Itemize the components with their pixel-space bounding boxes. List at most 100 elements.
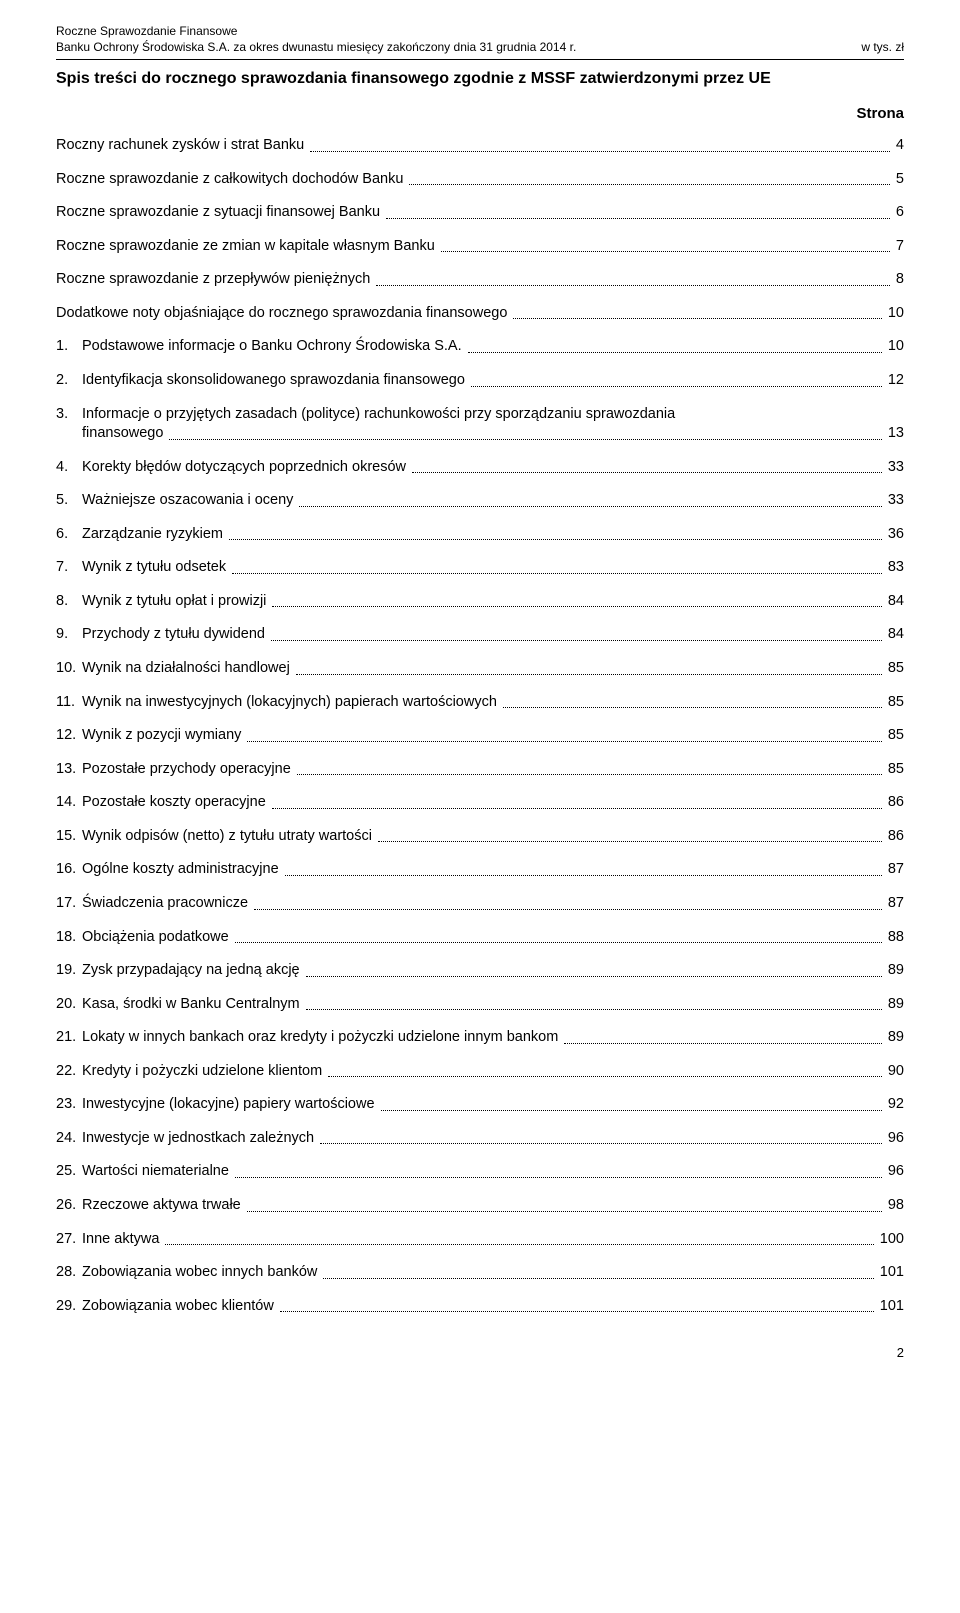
toc-entry-num: 18. <box>56 928 78 948</box>
toc-entry: 5.Ważniejsze oszacowania i oceny33 <box>56 491 904 511</box>
toc-entry-num: 10. <box>56 659 78 679</box>
toc-entry-text: Kasa, środki w Banku Centralnym <box>82 995 300 1015</box>
toc-entry-page: 36 <box>888 525 904 545</box>
toc-entry: 25.Wartości niematerialne96 <box>56 1162 904 1182</box>
toc-entry-text: Wynik na inwestycyjnych (lokacyjnych) pa… <box>82 693 497 713</box>
toc-entry-text: Wynik odpisów (netto) z tytułu utraty wa… <box>82 827 372 847</box>
toc-leader <box>441 251 890 252</box>
toc-entry-page: 98 <box>888 1196 904 1216</box>
toc-entry-text: Roczne sprawozdanie z przepływów pienięż… <box>56 270 370 290</box>
toc-entry-text: Roczne sprawozdanie ze zmian w kapitale … <box>56 237 435 257</box>
toc-entry: 18.Obciążenia podatkowe88 <box>56 928 904 948</box>
toc-entry-page: 85 <box>888 726 904 746</box>
toc-entry-num: 3. <box>56 405 78 425</box>
toc-leader <box>272 808 882 809</box>
toc-leader <box>229 539 882 540</box>
toc-entry: Roczne sprawozdanie z całkowitych dochod… <box>56 170 904 190</box>
toc-leader <box>412 472 882 473</box>
toc-entry-indent <box>56 424 78 444</box>
toc-entry: Roczne sprawozdanie z sytuacji finansowe… <box>56 203 904 223</box>
toc-entry-num: 23. <box>56 1095 78 1115</box>
toc-leader <box>271 640 882 641</box>
toc-entry-page: 101 <box>880 1297 904 1317</box>
toc-entry-page: 87 <box>888 860 904 880</box>
toc-entry-page: 33 <box>888 458 904 478</box>
toc-entry: 28.Zobowiązania wobec innych banków 101 <box>56 1263 904 1283</box>
toc-leader <box>468 352 882 353</box>
toc-intro-section: Roczny rachunek zysków i strat Banku4Roc… <box>56 136 904 323</box>
toc-entry-page: 86 <box>888 827 904 847</box>
toc-entry: 13.Pozostałe przychody operacyjne85 <box>56 760 904 780</box>
toc-entry-num: 25. <box>56 1162 78 1182</box>
toc-entry-text: Zarządzanie ryzykiem <box>82 525 223 545</box>
toc-leader <box>503 707 882 708</box>
toc-entry-num: 27. <box>56 1230 78 1250</box>
toc-entry-num: 19. <box>56 961 78 981</box>
toc-entry-num: 20. <box>56 995 78 1015</box>
toc-entry: 8.Wynik z tytułu opłat i prowizji84 <box>56 592 904 612</box>
toc-entry: 19.Zysk przypadający na jedną akcję 89 <box>56 961 904 981</box>
toc-entry: 3.Informacje o przyjętych zasadach (poli… <box>56 405 904 444</box>
toc-entry-page: 7 <box>896 237 904 257</box>
header-line1: Roczne Sprawozdanie Finansowe <box>56 24 904 40</box>
toc-leader <box>296 674 882 675</box>
toc-entry: 1.Podstawowe informacje o Banku Ochrony … <box>56 337 904 357</box>
toc-entry: Roczne sprawozdanie z przepływów pienięż… <box>56 270 904 290</box>
toc-entry-text: Roczne sprawozdanie z sytuacji finansowe… <box>56 203 380 223</box>
toc-entry: 4.Korekty błędów dotyczących poprzednich… <box>56 458 904 478</box>
toc-entry-text: Ogólne koszty administracyjne <box>82 860 279 880</box>
toc-entry-text: Wynik na działalności handlowej <box>82 659 290 679</box>
toc-leader <box>247 1211 882 1212</box>
toc-entry: 26.Rzeczowe aktywa trwałe98 <box>56 1196 904 1216</box>
header-rule <box>56 59 904 60</box>
toc-entry: 23.Inwestycyjne (lokacyjne) papiery wart… <box>56 1095 904 1115</box>
page-header: Roczne Sprawozdanie Finansowe Banku Ochr… <box>56 24 904 55</box>
toc-entry-text: Identyfikacja skonsolidowanego sprawozda… <box>82 371 465 391</box>
toc-leader <box>235 942 882 943</box>
page-number: 2 <box>56 1344 904 1362</box>
header-line2: Banku Ochrony Środowiska S.A. za okres d… <box>56 40 576 56</box>
toc-entry-text: Przychody z tytułu dywidend <box>82 625 265 645</box>
toc-entry-page: 100 <box>880 1230 904 1250</box>
toc-entry-page: 10 <box>888 304 904 324</box>
toc-entry: Dodatkowe noty objaśniające do rocznego … <box>56 304 904 324</box>
toc-entry-num: 22. <box>56 1062 78 1082</box>
toc-entry-num: 29. <box>56 1297 78 1317</box>
toc-entry-text: Pozostałe przychody operacyjne <box>82 760 291 780</box>
toc-entry-page: 89 <box>888 961 904 981</box>
toc-entry-page: 92 <box>888 1095 904 1115</box>
toc-leader <box>310 151 890 152</box>
toc-leader <box>232 573 882 574</box>
toc-leader <box>381 1110 882 1111</box>
toc-entry-text: Pozostałe koszty operacyjne <box>82 793 266 813</box>
toc-leader <box>247 741 881 742</box>
toc-entry-text: Zobowiązania wobec innych banków <box>82 1263 317 1283</box>
toc-entry-page: 33 <box>888 491 904 511</box>
toc-entry-num: 17. <box>56 894 78 914</box>
toc-entry-text: Dodatkowe noty objaśniające do rocznego … <box>56 304 507 324</box>
toc-entry-num: 9. <box>56 625 78 645</box>
toc-entry-page: 85 <box>888 659 904 679</box>
toc-entry-num: 4. <box>56 458 78 478</box>
toc-entry-num: 15. <box>56 827 78 847</box>
toc-entry-num: 14. <box>56 793 78 813</box>
toc-leader <box>376 285 890 286</box>
toc-entry: 6.Zarządzanie ryzykiem36 <box>56 525 904 545</box>
toc-entry-text: Lokaty w innych bankach oraz kredyty i p… <box>82 1028 558 1048</box>
toc-page-col-label: Strona <box>56 104 904 124</box>
toc-entry-num: 28. <box>56 1263 78 1283</box>
toc-entry: 10.Wynik na działalności handlowej 85 <box>56 659 904 679</box>
toc-leader <box>320 1143 882 1144</box>
toc-entry-text: Inne aktywa <box>82 1230 159 1250</box>
toc-entry: 14.Pozostałe koszty operacyjne 86 <box>56 793 904 813</box>
toc-entry: 16.Ogólne koszty administracyjne87 <box>56 860 904 880</box>
toc-entry-page: 85 <box>888 693 904 713</box>
toc-entry-text: Zysk przypadający na jedną akcję <box>82 961 300 981</box>
toc-entry-text: Korekty błędów dotyczących poprzednich o… <box>82 458 406 478</box>
header-unit: w tys. zł <box>861 40 904 56</box>
toc-leader <box>299 506 881 507</box>
toc-entry-num: 21. <box>56 1028 78 1048</box>
toc-entry-page: 101 <box>880 1263 904 1283</box>
toc-entry: 22.Kredyty i pożyczki udzielone klientom… <box>56 1062 904 1082</box>
toc-entry-page: 86 <box>888 793 904 813</box>
